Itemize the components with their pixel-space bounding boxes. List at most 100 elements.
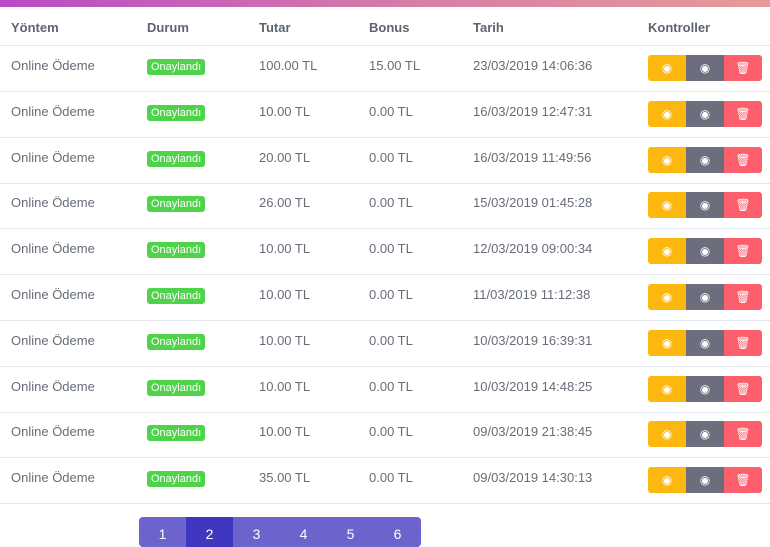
eye-icon: ◉: [661, 61, 673, 75]
bonus: 0.00 TL: [369, 241, 413, 257]
bonus: 0.00 TL: [369, 332, 413, 348]
delete-button[interactable]: 🗑︎: [724, 146, 762, 173]
bonus: 0.00 TL: [369, 287, 413, 302]
delete-button[interactable]: 🗑︎: [724, 421, 762, 448]
table-row: Online Ödeme Onaylandı 100.00 TL 15.00 T…: [0, 46, 770, 92]
amount: 10.00 TL: [259, 241, 311, 257]
view-button[interactable]: ◉: [648, 238, 686, 265]
method: Online Ödeme: [11, 424, 95, 440]
eye-icon: ◉: [699, 106, 711, 121]
detail-button[interactable]: ◉: [686, 375, 724, 402]
header-bonus: Bonus: [369, 20, 410, 35]
method: Online Ödeme: [11, 103, 95, 119]
row-controls: ◉ ◉ 🗑︎: [648, 100, 762, 127]
date: 11/03/2019 11:12:38: [473, 287, 591, 302]
delete-button[interactable]: 🗑︎: [724, 329, 762, 356]
bonus: 0.00 TL: [369, 424, 413, 440]
amount: 100.00 TL: [259, 58, 318, 73]
eye-icon: ◉: [661, 106, 673, 121]
row-controls: ◉ ◉ 🗑︎: [648, 55, 762, 81]
date: 09/03/2019 21:38:45: [473, 424, 593, 440]
view-button[interactable]: ◉: [648, 55, 686, 81]
status-badge: Onaylandı: [147, 59, 206, 75]
view-button[interactable]: ◉: [648, 467, 686, 494]
delete-button[interactable]: 🗑︎: [724, 375, 762, 402]
trash-icon: 🗑︎: [735, 473, 751, 488]
table-row: Online Ödeme Onaylandı 10.00 TL 0.00 TL …: [0, 229, 770, 276]
method: Online Ödeme: [11, 195, 95, 211]
trash-icon: 🗑︎: [735, 152, 751, 167]
status-badge: Onaylandı: [147, 425, 206, 442]
delete-button[interactable]: 🗑︎: [724, 467, 762, 494]
row-controls: ◉ ◉ 🗑︎: [648, 146, 762, 173]
page-1-button[interactable]: 1: [139, 517, 186, 547]
view-button[interactable]: ◉: [648, 329, 686, 356]
detail-button[interactable]: ◉: [686, 284, 724, 310]
status-badge: Onaylandı: [147, 104, 206, 121]
view-button[interactable]: ◉: [648, 421, 686, 448]
detail-button[interactable]: ◉: [686, 421, 724, 448]
row-controls: ◉ ◉ 🗑︎: [648, 375, 762, 402]
date: 16/03/2019 11:49:56: [473, 149, 592, 165]
view-button[interactable]: ◉: [648, 375, 686, 402]
table-row: Online Ödeme Onaylandı 10.00 TL 0.00 TL …: [0, 367, 770, 413]
view-button[interactable]: ◉: [648, 100, 686, 127]
view-button[interactable]: ◉: [648, 284, 686, 310]
amount: 35.00 TL: [259, 470, 311, 486]
eye-icon: ◉: [699, 61, 711, 75]
date: 15/03/2019 01:45:28: [473, 195, 593, 211]
header-tarih: Tarih: [473, 20, 504, 35]
eye-icon: ◉: [699, 381, 711, 396]
detail-button[interactable]: ◉: [686, 100, 724, 127]
eye-icon: ◉: [661, 381, 673, 396]
page-4-button[interactable]: 4: [280, 517, 327, 547]
date: 10/03/2019 14:48:25: [473, 378, 593, 394]
header-yontem: Yöntem: [11, 20, 59, 35]
table-row: Online Ödeme Onaylandı 26.00 TL 0.00 TL …: [0, 183, 770, 230]
detail-button[interactable]: ◉: [686, 329, 724, 356]
trash-icon: 🗑︎: [735, 244, 751, 259]
row-controls: ◉ ◉ 🗑︎: [648, 421, 762, 448]
bonus: 0.00 TL: [369, 103, 413, 119]
status-badge: Onaylandı: [147, 150, 206, 167]
detail-button[interactable]: ◉: [686, 467, 724, 494]
delete-button[interactable]: 🗑︎: [724, 55, 762, 81]
page-2-button[interactable]: 2: [186, 517, 233, 547]
row-controls: ◉ ◉ 🗑︎: [648, 192, 762, 219]
page-3-button[interactable]: 3: [233, 517, 280, 547]
eye-icon: ◉: [661, 244, 673, 259]
delete-button[interactable]: 🗑︎: [724, 192, 762, 219]
delete-button[interactable]: 🗑︎: [724, 284, 762, 310]
page-6-button[interactable]: 6: [374, 517, 421, 547]
view-button[interactable]: ◉: [648, 192, 686, 219]
bonus: 15.00 TL: [369, 58, 421, 73]
date: 09/03/2019 14:30:13: [473, 470, 593, 486]
eye-icon: ◉: [699, 198, 711, 213]
row-controls: ◉ ◉ 🗑︎: [648, 467, 762, 494]
amount: 10.00 TL: [259, 378, 311, 394]
delete-button[interactable]: 🗑︎: [724, 238, 762, 265]
eye-icon: ◉: [661, 290, 673, 304]
bonus: 0.00 TL: [369, 195, 413, 211]
page-5-button[interactable]: 5: [327, 517, 374, 547]
view-button[interactable]: ◉: [648, 146, 686, 173]
eye-icon: ◉: [661, 335, 673, 350]
eye-icon: ◉: [699, 152, 711, 167]
status-badge: Onaylandı: [147, 333, 206, 350]
method: Online Ödeme: [11, 241, 95, 257]
table-row: Online Ödeme Onaylandı 10.00 TL 0.00 TL …: [0, 412, 770, 459]
trash-icon: 🗑︎: [735, 198, 751, 213]
detail-button[interactable]: ◉: [686, 192, 724, 219]
table-row: Online Ödeme Onaylandı 20.00 TL 0.00 TL …: [0, 138, 770, 184]
table-row: Online Ödeme Onaylandı 10.00 TL 0.00 TL …: [0, 92, 770, 138]
date: 16/03/2019 12:47:31: [473, 103, 593, 119]
date: 12/03/2019 09:00:34: [473, 241, 593, 257]
eye-icon: ◉: [699, 427, 711, 442]
amount: 10.00 TL: [259, 103, 311, 119]
method: Online Ödeme: [11, 378, 95, 394]
delete-button[interactable]: 🗑︎: [724, 100, 762, 127]
detail-button[interactable]: ◉: [686, 55, 724, 81]
detail-button[interactable]: ◉: [686, 238, 724, 265]
detail-button[interactable]: ◉: [686, 146, 724, 173]
